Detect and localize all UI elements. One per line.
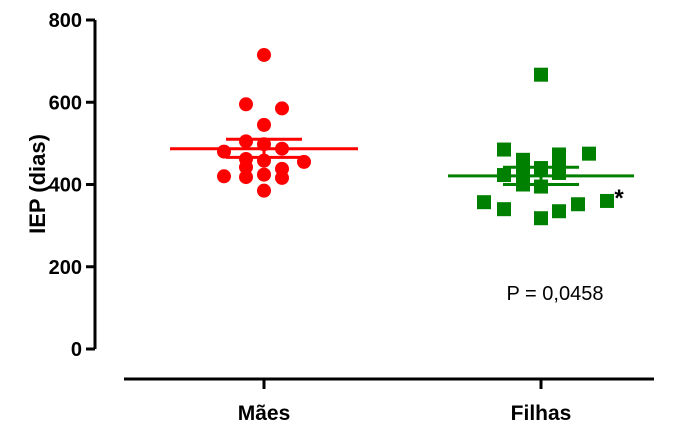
data-point-filhas: [497, 202, 511, 217]
data-point-maes: [239, 170, 253, 185]
y-tick-label: 800: [49, 10, 82, 32]
data-point-maes: [275, 170, 289, 185]
y-tick-label: 600: [49, 92, 82, 114]
data-point-maes: [239, 134, 253, 149]
data-point-filhas: [477, 195, 491, 210]
data-point-maes: [275, 101, 289, 116]
y-axis: 0 200 400 600 800: [49, 10, 97, 361]
data-point-filhas: [571, 197, 585, 212]
mean-sem-lines: [170, 137, 634, 186]
data-point-filhas: [534, 67, 548, 82]
data-point-filhas: [552, 204, 566, 219]
category-label-maes: Mães: [238, 402, 291, 425]
data-point-filhas: [552, 147, 566, 162]
p-value-annotation: P = 0,0458: [507, 283, 604, 305]
x-axis: [124, 377, 654, 389]
y-tick-label: 0: [71, 339, 82, 361]
data-point-filhas: [582, 146, 596, 161]
data-points: [217, 47, 614, 226]
y-tick-label: 200: [49, 257, 82, 279]
data-point-filhas: [600, 193, 614, 208]
data-point-maes: [257, 117, 271, 132]
data-point-filhas: [516, 152, 530, 167]
data-point-filhas: [534, 211, 548, 226]
category-label-filhas: Filhas: [511, 402, 572, 425]
data-point-maes: [257, 183, 271, 198]
data-point-maes: [257, 47, 271, 62]
data-point-maes: [239, 97, 253, 112]
data-point-maes: [217, 169, 231, 184]
data-point-maes: [257, 167, 271, 182]
data-point-filhas: [497, 142, 511, 157]
y-axis-title: IEP (dias): [25, 134, 50, 234]
significance-asterisk: *: [614, 185, 624, 212]
data-point-maes: [239, 160, 253, 175]
y-tick-label: 400: [49, 175, 82, 197]
